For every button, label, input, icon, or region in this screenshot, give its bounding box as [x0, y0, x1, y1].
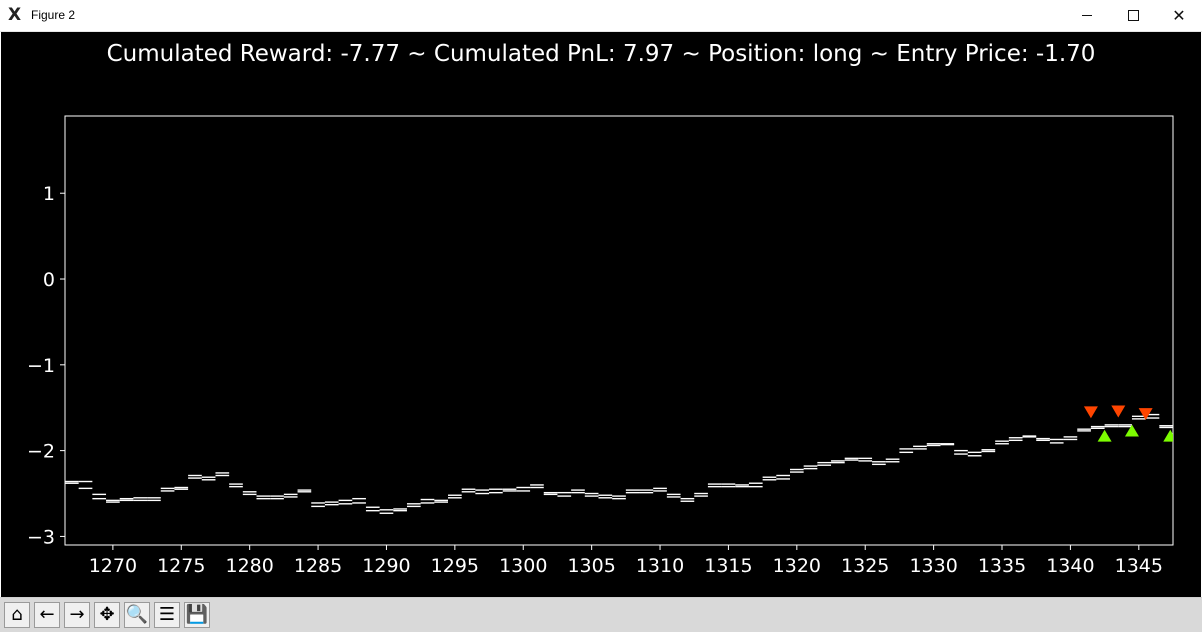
sell-marker: [1083, 406, 1098, 419]
sell-marker: [1138, 408, 1153, 421]
x-tick-label: 1325: [841, 555, 889, 577]
close-button[interactable]: ✕: [1156, 0, 1202, 31]
configure-subplots-icon: ☰: [158, 604, 176, 625]
maximize-icon: [1127, 10, 1139, 21]
x-tick-label: 1275: [157, 555, 205, 577]
y-tick-label: −1: [27, 355, 55, 377]
pan-icon: ✥: [99, 604, 115, 625]
buy-marker: [1163, 429, 1173, 442]
series-group: [65, 405, 1173, 514]
back-arrow-button[interactable]: ←: [34, 602, 60, 628]
buy-marker: [1124, 424, 1139, 437]
close-icon: ✕: [1172, 6, 1186, 25]
minimize-icon: [1082, 15, 1092, 16]
zoom-button[interactable]: 🔍: [124, 602, 150, 628]
forward-arrow-icon: →: [69, 604, 85, 625]
buy-marker: [1097, 429, 1112, 442]
x-tick-label: 1270: [89, 555, 137, 577]
forward-arrow-button[interactable]: →: [64, 602, 90, 628]
x-tick-label: 1280: [225, 555, 273, 577]
home-icon: ⌂: [11, 604, 23, 625]
minimize-button[interactable]: [1064, 0, 1110, 31]
window-title: Figure 2: [31, 8, 76, 22]
chart-title: Cumulated Reward: -7.77 ~ Cumulated PnL:…: [107, 41, 1096, 67]
y-tick-label: −3: [27, 526, 55, 548]
x-tick-label: 1320: [773, 555, 821, 577]
y-tick-label: −2: [27, 441, 55, 463]
x-tick-label: 1310: [636, 555, 684, 577]
home-button[interactable]: ⌂: [4, 602, 30, 628]
maximize-button[interactable]: [1110, 0, 1156, 31]
x-tick-label: 1300: [499, 555, 547, 577]
back-arrow-icon: ←: [39, 604, 55, 625]
window-titlebar: X Figure 2 ✕: [0, 0, 1202, 32]
x-tick-label: 1285: [294, 555, 342, 577]
x-tick-label: 1340: [1046, 555, 1094, 577]
x-tick-label: 1305: [567, 555, 615, 577]
axes-frame: [64, 115, 1174, 546]
figure-canvas[interactable]: Cumulated Reward: -7.77 ~ Cumulated PnL:…: [1, 32, 1201, 597]
zoom-icon: 🔍: [125, 604, 149, 625]
navigation-toolbar: ⌂ ← → ✥ 🔍 ☰ 💾: [0, 597, 1202, 632]
pan-button[interactable]: ✥: [94, 602, 120, 628]
y-tick-label: 0: [43, 269, 55, 291]
y-tick-label: 1: [43, 183, 55, 205]
configure-subplots-button[interactable]: ☰: [154, 602, 180, 628]
x-tick-label: 1315: [704, 555, 752, 577]
matplotlib-x-icon: X: [8, 5, 22, 25]
chart: Cumulated Reward: -7.77 ~ Cumulated PnL:…: [27, 41, 1174, 577]
x-tick-label: 1295: [431, 555, 479, 577]
sell-marker: [1111, 405, 1126, 418]
x-tick-label: 1335: [978, 555, 1026, 577]
save-icon: 💾: [185, 604, 209, 625]
x-tick-label: 1345: [1115, 555, 1163, 577]
x-tick-label: 1290: [362, 555, 410, 577]
save-button[interactable]: 💾: [184, 602, 210, 628]
x-tick-label: 1330: [909, 555, 957, 577]
